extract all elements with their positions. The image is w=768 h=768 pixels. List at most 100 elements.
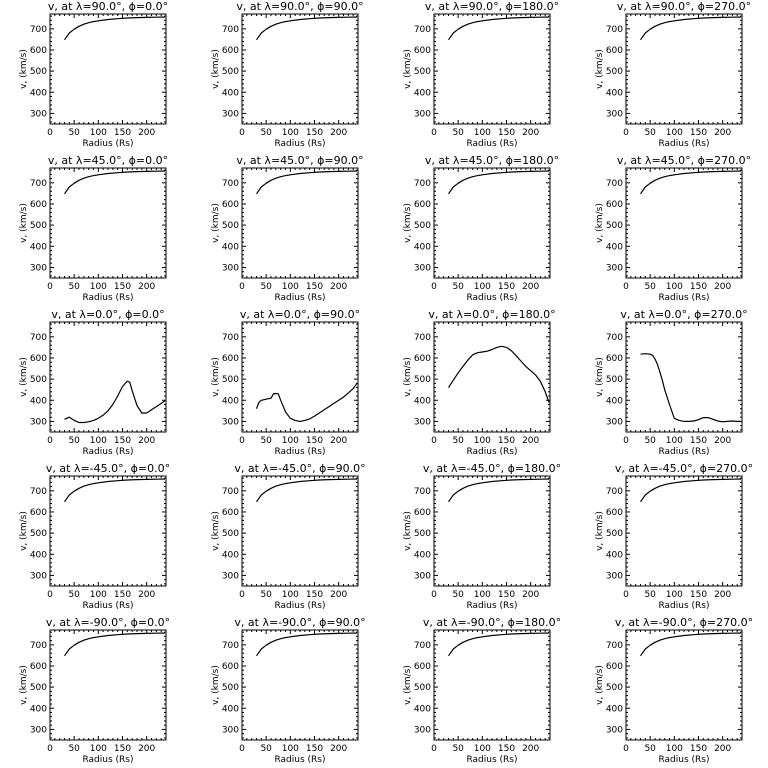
- y-tick-label: 500: [606, 221, 623, 231]
- y-axis-label: v, (km/s): [403, 49, 413, 89]
- y-tick-label: 300: [30, 109, 47, 119]
- x-axis-label: Radius (Rs): [274, 755, 325, 765]
- y-tick-label: 700: [30, 333, 47, 343]
- x-tick-label: 50: [260, 436, 272, 446]
- y-tick-label: 400: [606, 550, 623, 560]
- y-tick-label: 400: [606, 704, 623, 714]
- y-tick-label: 600: [414, 508, 431, 518]
- y-axis-label: v, (km/s): [403, 203, 413, 243]
- velocity-series-line: [64, 478, 166, 503]
- x-tick-label: 150: [306, 436, 323, 446]
- y-axis-label: v, (km/s): [403, 357, 413, 397]
- velocity-series-line: [64, 16, 166, 41]
- x-tick-label: 150: [306, 128, 323, 138]
- x-tick-label: 100: [474, 128, 491, 138]
- y-tick-label: 400: [606, 396, 623, 406]
- x-tick-label: 200: [714, 436, 731, 446]
- x-tick-label: 200: [138, 590, 155, 600]
- chart-title: v, at λ=-90.0°, ϕ=270.0°: [615, 616, 753, 629]
- x-tick-label: 50: [260, 744, 272, 754]
- x-tick-label: 0: [47, 282, 53, 292]
- chart-panel: v, at λ=-45.0°, ϕ=90.0° 0 50 100 150 200 300 40…: [211, 462, 366, 611]
- chart-panel: v, at λ=0.0°, ϕ=90.0° 0 50 100 150 200 300 400 5…: [211, 308, 360, 457]
- y-tick-label: 600: [30, 200, 47, 210]
- y-tick-label: 600: [30, 354, 47, 364]
- x-tick-label: 0: [239, 282, 245, 292]
- x-axis-label: Radius (Rs): [274, 601, 325, 611]
- x-tick-label: 50: [644, 128, 656, 138]
- velocity-series-line: [640, 16, 742, 41]
- x-tick-label: 50: [452, 590, 464, 600]
- y-tick-label: 400: [30, 704, 47, 714]
- chart-title: v, at λ=-90.0°, ϕ=90.0°: [234, 616, 365, 629]
- x-tick-label: 0: [239, 128, 245, 138]
- y-axis-label: v, (km/s): [595, 357, 605, 397]
- chart-panel: v, at λ=-90.0°, ϕ=270.0° 0 50 100 150 200 300 4…: [595, 616, 753, 765]
- chart-panel: v, at λ=90.0°, ϕ=90.0° 0 50 100 150 200 300 400…: [211, 0, 364, 149]
- chart-panel: v, at λ=-90.0°, ϕ=180.0° 0 50 100 150 200 300 4…: [403, 616, 561, 765]
- chart-panel: v, at λ=45.0°, ϕ=180.0° 0 50 100 150 200 300 40…: [403, 154, 559, 303]
- x-tick-label: 150: [114, 128, 131, 138]
- x-axis-label: Radius (Rs): [658, 601, 709, 611]
- x-tick-label: 100: [474, 282, 491, 292]
- y-tick-label: 300: [30, 417, 47, 427]
- y-tick-label: 600: [606, 354, 623, 364]
- x-axis-label: Radius (Rs): [466, 139, 517, 149]
- y-axis-label: v, (km/s): [19, 357, 29, 397]
- y-tick-label: 500: [222, 683, 239, 693]
- x-tick-label: 0: [623, 128, 629, 138]
- x-tick-label: 0: [431, 590, 437, 600]
- y-tick-label: 400: [606, 88, 623, 98]
- chart-title: v, at λ=0.0°, ϕ=270.0°: [620, 308, 747, 321]
- x-tick-label: 50: [452, 282, 464, 292]
- velocity-series-line: [448, 16, 550, 41]
- chart-title: v, at λ=45.0°, ϕ=270.0°: [617, 154, 751, 167]
- y-tick-label: 500: [606, 683, 623, 693]
- velocity-series-line: [64, 632, 166, 657]
- y-axis-label: v, (km/s): [211, 49, 221, 89]
- y-tick-label: 700: [222, 333, 239, 343]
- x-tick-label: 0: [431, 744, 437, 754]
- y-tick-label: 700: [606, 487, 623, 497]
- y-tick-label: 500: [30, 221, 47, 231]
- x-tick-label: 50: [68, 744, 80, 754]
- y-tick-label: 600: [30, 46, 47, 56]
- x-tick-label: 50: [452, 436, 464, 446]
- y-tick-label: 600: [222, 662, 239, 672]
- x-tick-label: 50: [644, 436, 656, 446]
- chart-panel: v, at λ=45.0°, ϕ=90.0° 0 50 100 150 200 300 400…: [211, 154, 364, 303]
- y-axis-label: v, (km/s): [595, 49, 605, 89]
- x-tick-label: 100: [474, 744, 491, 754]
- chart-panel: v, at λ=-45.0°, ϕ=180.0° 0 50 100 150 200 300 4…: [403, 462, 561, 611]
- y-axis-label: v, (km/s): [403, 511, 413, 551]
- x-tick-label: 50: [68, 436, 80, 446]
- x-tick-label: 50: [260, 590, 272, 600]
- velocity-series-line: [640, 170, 742, 195]
- x-tick-label: 200: [522, 128, 539, 138]
- panel-grid: v, at λ=90.0°, ϕ=0.0° 0 50 100 150 200 300 400 5…: [19, 0, 753, 765]
- x-axis-label: Radius (Rs): [274, 447, 325, 457]
- x-tick-label: 100: [666, 590, 683, 600]
- velocity-series-line: [255, 382, 358, 422]
- y-tick-label: 400: [222, 242, 239, 252]
- x-tick-label: 150: [306, 744, 323, 754]
- x-tick-label: 150: [690, 282, 707, 292]
- y-tick-label: 700: [606, 333, 623, 343]
- x-tick-label: 0: [47, 128, 53, 138]
- x-tick-label: 100: [666, 128, 683, 138]
- y-tick-label: 600: [414, 662, 431, 672]
- y-tick-label: 700: [414, 641, 431, 651]
- x-axis-label: Radius (Rs): [466, 755, 517, 765]
- velocity-series-line: [448, 632, 550, 657]
- y-tick-label: 700: [606, 179, 623, 189]
- y-tick-label: 500: [606, 375, 623, 385]
- y-tick-label: 300: [222, 417, 239, 427]
- y-tick-label: 700: [606, 641, 623, 651]
- velocity-series-line: [256, 478, 358, 503]
- x-axis-label: Radius (Rs): [658, 447, 709, 457]
- chart-title: v, at λ=90.0°, ϕ=270.0°: [617, 0, 751, 13]
- velocity-series-line: [448, 478, 550, 503]
- y-tick-label: 600: [414, 200, 431, 210]
